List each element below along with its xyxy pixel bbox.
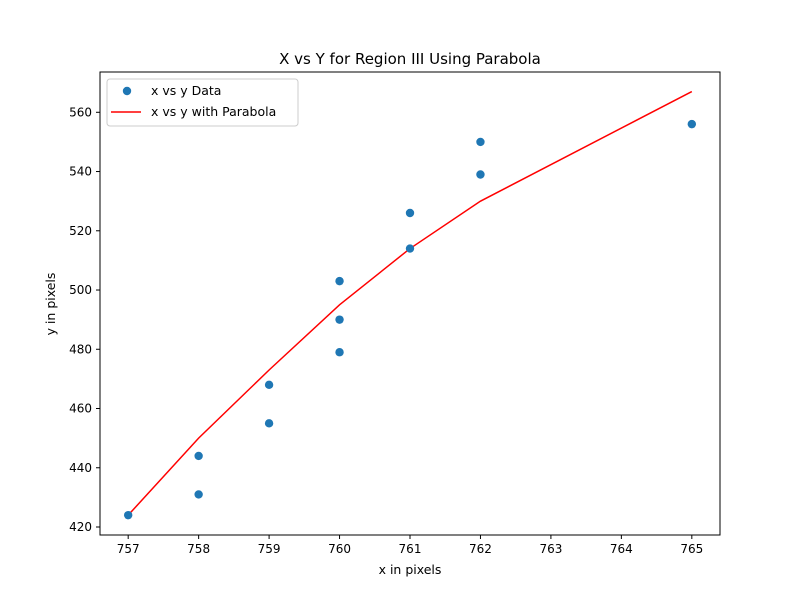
data-point xyxy=(405,244,415,253)
data-point xyxy=(335,315,344,324)
data-point xyxy=(687,119,697,129)
y-tick-label: 560 xyxy=(69,105,92,119)
legend: x vs y Data x vs y with Parabola xyxy=(106,78,299,127)
y-axis: 420 440 460 480 500 520 540 560 xyxy=(69,105,100,534)
y-tick-label: 500 xyxy=(69,283,92,297)
x-tick-label: 759 xyxy=(258,542,281,556)
x-tick-label: 760 xyxy=(328,542,351,556)
data-point xyxy=(405,208,415,218)
data-point xyxy=(476,170,485,179)
plot-area xyxy=(123,90,697,520)
legend-marker-scatter xyxy=(122,86,132,96)
data-point xyxy=(194,490,203,499)
chart-title: X vs Y for Region III Using Parabola xyxy=(279,50,541,68)
x-tick-label: 757 xyxy=(117,542,140,556)
y-tick-label: 420 xyxy=(69,520,92,534)
x-tick-label: 762 xyxy=(469,542,492,556)
x-tick-label: 761 xyxy=(399,542,422,556)
y-tick-label: 520 xyxy=(69,224,92,238)
x-axis: 757 758 759 760 761 762 763 764 765 xyxy=(117,535,703,556)
x-tick-label: 765 xyxy=(680,542,703,556)
axes-frame xyxy=(99,71,721,536)
parabola-fit-line xyxy=(127,90,693,516)
y-tick-label: 540 xyxy=(69,165,92,179)
data-point xyxy=(264,380,274,390)
x-axis-label: x in pixels xyxy=(379,562,442,577)
x-tick-label: 763 xyxy=(539,542,562,556)
y-tick-label: 440 xyxy=(69,461,92,475)
y-tick-label: 480 xyxy=(69,342,92,356)
legend-box xyxy=(106,78,299,127)
x-tick-label: 764 xyxy=(610,542,633,556)
data-point xyxy=(335,348,344,357)
y-tick-label: 460 xyxy=(69,402,92,416)
data-point xyxy=(194,451,203,461)
data-point xyxy=(335,276,344,286)
data-point xyxy=(123,510,133,520)
legend-label-scatter: x vs y Data xyxy=(151,83,221,98)
y-axis-label: y in pixels xyxy=(43,273,58,336)
x-tick-label: 758 xyxy=(187,542,210,556)
legend-label-line: x vs y with Parabola xyxy=(151,104,276,119)
data-point xyxy=(476,137,485,147)
data-point xyxy=(264,419,274,428)
